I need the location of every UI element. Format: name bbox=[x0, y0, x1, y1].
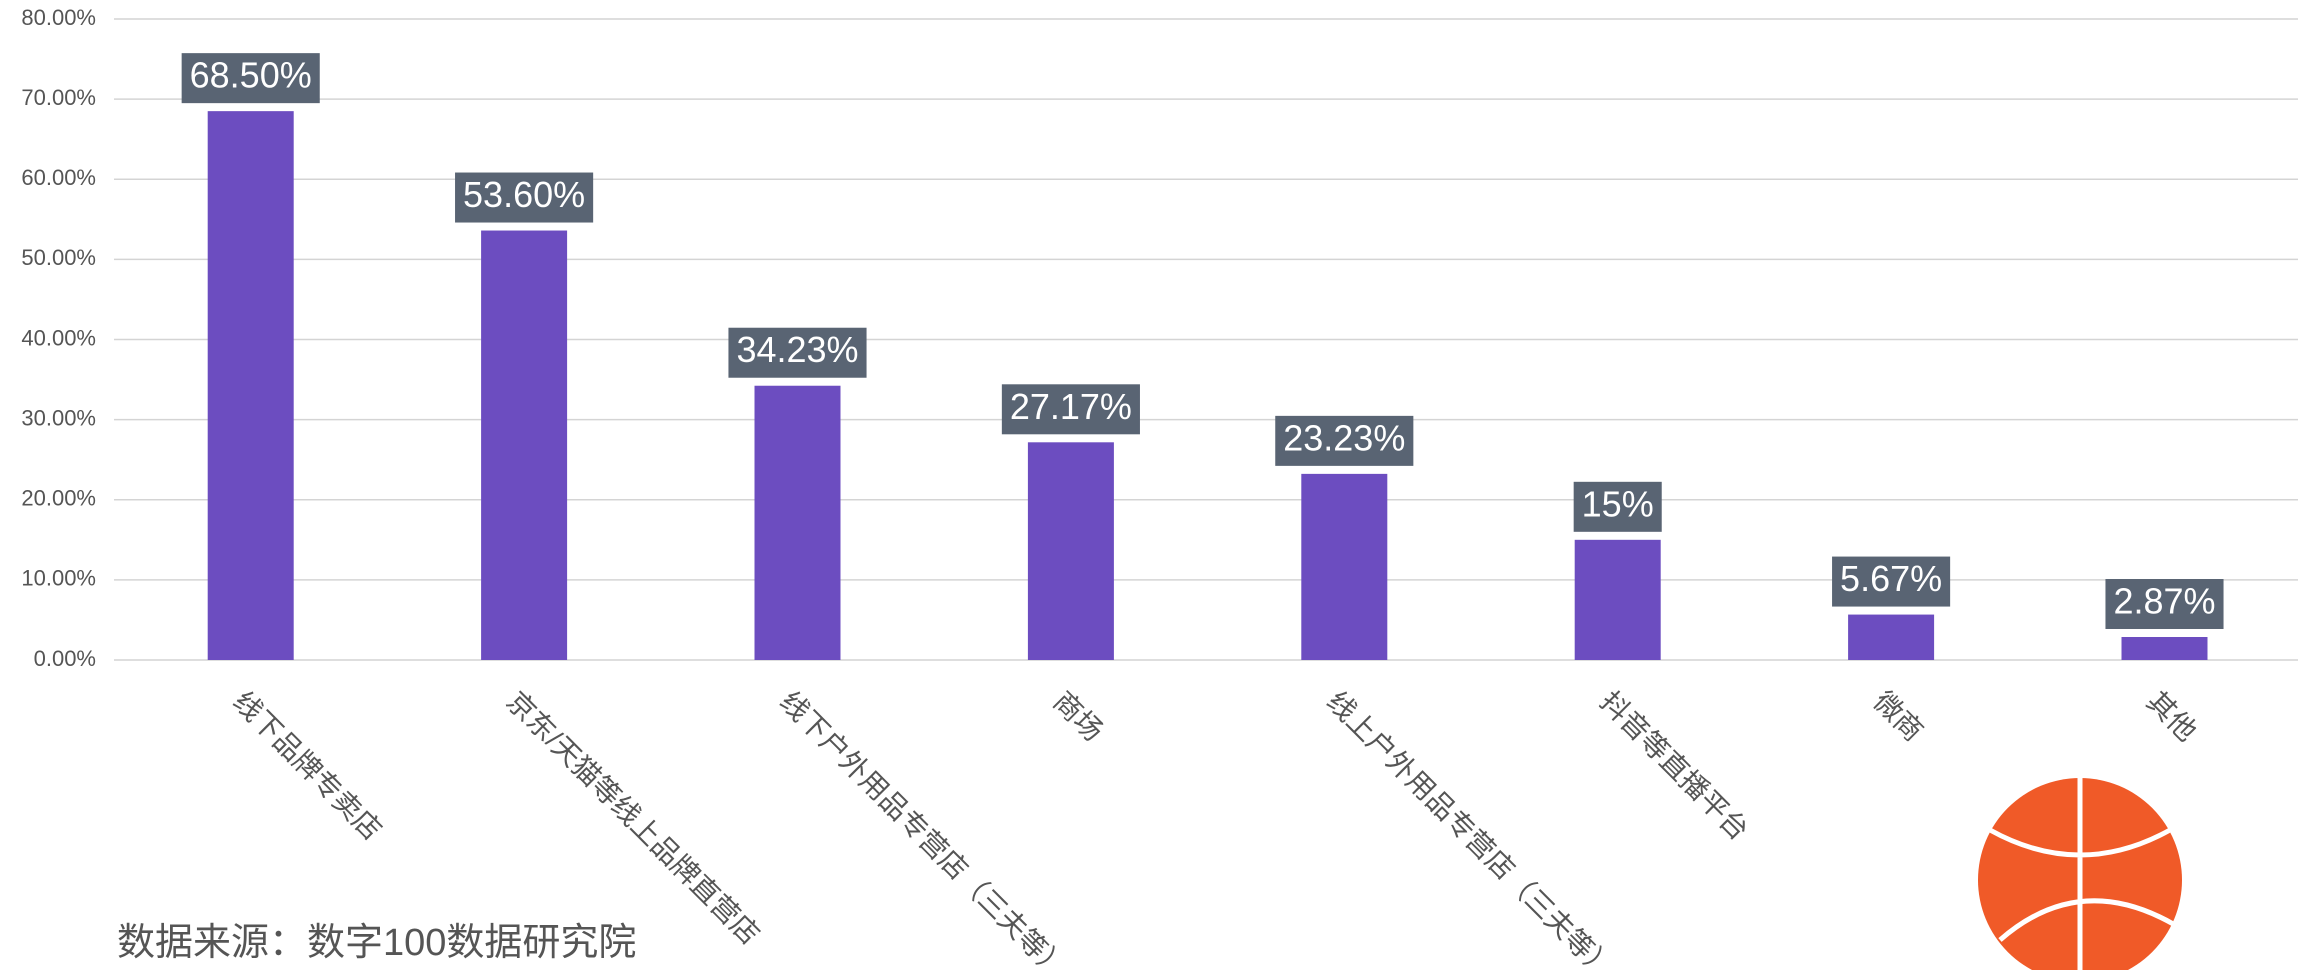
value-label: 23.23% bbox=[1283, 417, 1405, 458]
y-tick-label: 40.00% bbox=[21, 325, 96, 350]
bar bbox=[1301, 474, 1387, 660]
y-tick-label: 0.00% bbox=[34, 646, 96, 671]
value-label: 5.67% bbox=[1840, 558, 1942, 599]
value-label: 2.87% bbox=[2113, 581, 2215, 622]
page: 数据来源：数字100数据研究院 0.00% 10.00% 20.00% 30.00% 4… bbox=[0, 0, 2298, 970]
x-tick-label: 线上户外用品专营店（三夫等） bbox=[1321, 686, 1620, 970]
x-tick-label: 抖音等直播平台 bbox=[1594, 686, 1755, 847]
value-label: 27.17% bbox=[1010, 386, 1132, 427]
x-tick-label: 微商 bbox=[1868, 686, 1930, 748]
bar bbox=[1028, 442, 1114, 660]
bar bbox=[755, 386, 841, 660]
y-tick-label: 80.00% bbox=[21, 5, 96, 30]
value-label: 15% bbox=[1582, 483, 1654, 524]
x-tick-label: 线下户外用品专营店（三夫等） bbox=[774, 686, 1073, 970]
x-tick-label: 商场 bbox=[1047, 686, 1109, 748]
y-tick-label: 20.00% bbox=[21, 486, 96, 511]
source-note: 数据来源：数字100数据研究院 bbox=[117, 922, 636, 964]
bar bbox=[1848, 615, 1934, 660]
bar bbox=[208, 111, 294, 660]
bar bbox=[1575, 540, 1661, 660]
y-tick-label: 60.00% bbox=[21, 165, 96, 190]
value-label: 68.50% bbox=[190, 55, 312, 96]
value-label: 34.23% bbox=[736, 329, 858, 370]
x-tick-label: 线下品牌专卖店 bbox=[227, 686, 388, 847]
x-tick-label: 京东/天猫等线上品牌直营店 bbox=[501, 686, 766, 951]
chart: 数据来源：数字100数据研究院 0.00% 10.00% 20.00% 30.00% 4… bbox=[0, 0, 2298, 970]
y-tick-label: 30.00% bbox=[21, 405, 96, 430]
value-label: 53.60% bbox=[463, 174, 585, 215]
y-tick-label: 70.00% bbox=[21, 85, 96, 110]
bar bbox=[2122, 637, 2208, 660]
y-tick-label: 50.00% bbox=[21, 245, 96, 270]
x-tick-label: 其他 bbox=[2141, 686, 2203, 748]
bar bbox=[481, 231, 567, 660]
y-tick-label: 10.00% bbox=[21, 566, 96, 591]
